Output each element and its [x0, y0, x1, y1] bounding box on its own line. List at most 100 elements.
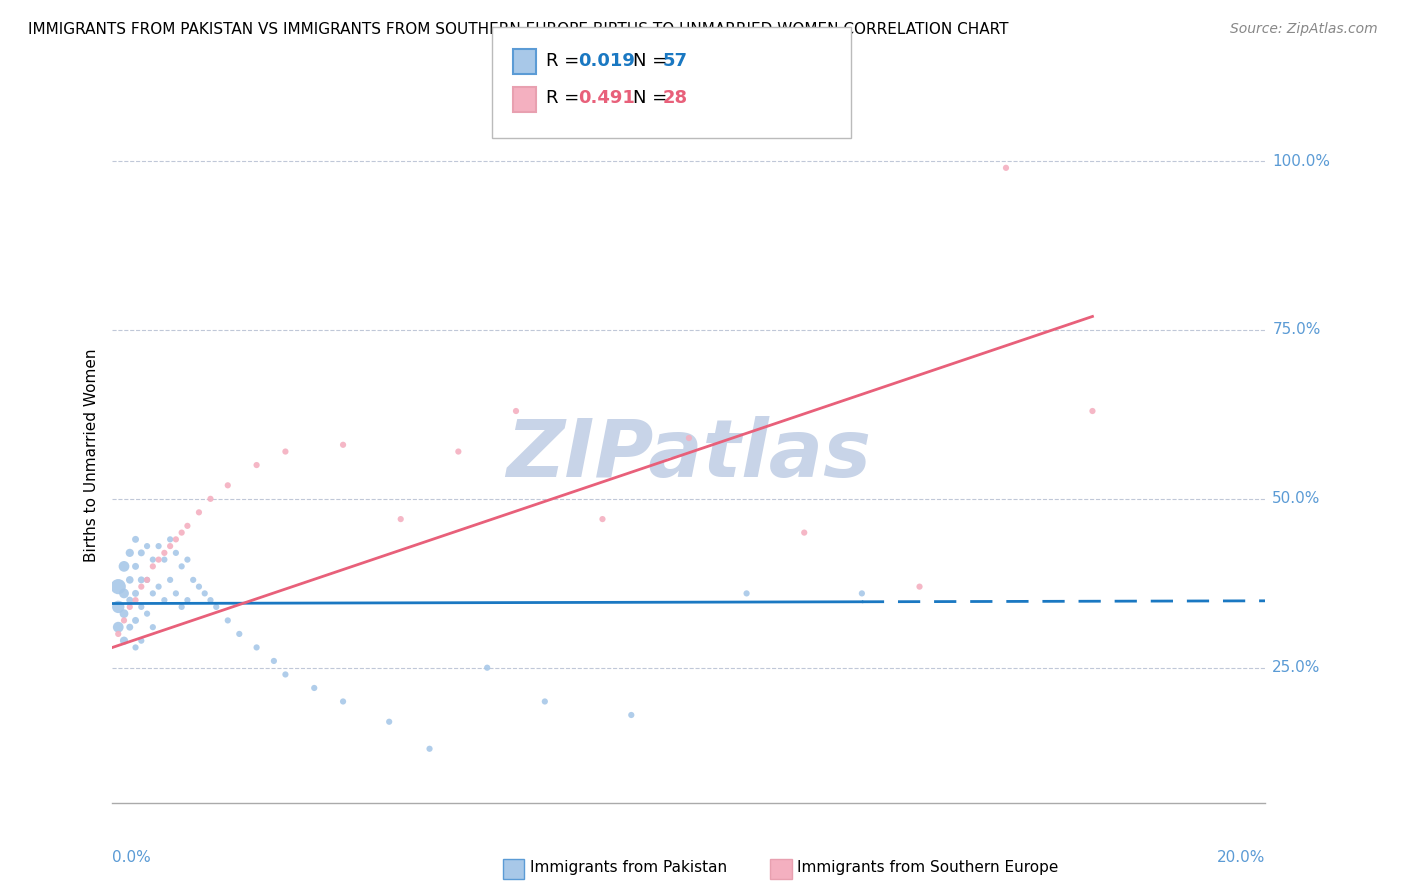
Point	[153, 552, 176, 566]
Point	[217, 478, 239, 492]
Text: Immigrants from Southern Europe: Immigrants from Southern Europe	[797, 860, 1059, 874]
Point	[246, 458, 269, 472]
Point	[136, 607, 159, 621]
Text: N =: N =	[633, 52, 672, 70]
Text: 75.0%: 75.0%	[1272, 322, 1320, 337]
Text: Immigrants from Pakistan: Immigrants from Pakistan	[530, 860, 727, 874]
Point	[176, 552, 198, 566]
Text: 20.0%: 20.0%	[1218, 850, 1265, 865]
Point	[176, 519, 198, 533]
Point	[107, 599, 129, 614]
Point	[378, 714, 401, 729]
Point	[332, 438, 354, 452]
Point	[118, 546, 141, 560]
Text: 0.019: 0.019	[578, 52, 634, 70]
Point	[447, 444, 470, 458]
Point	[118, 620, 141, 634]
Point	[620, 708, 643, 723]
Point	[165, 586, 187, 600]
Point	[678, 431, 700, 445]
Point	[124, 614, 146, 628]
Point	[188, 505, 211, 519]
Point	[205, 599, 228, 614]
Point	[142, 620, 165, 634]
Point	[148, 539, 170, 553]
Point	[124, 586, 146, 600]
Point	[1081, 404, 1104, 418]
Point	[735, 586, 758, 600]
Point	[332, 694, 354, 708]
Point	[118, 573, 141, 587]
Text: N =: N =	[633, 89, 672, 107]
Text: 0.0%: 0.0%	[112, 850, 152, 865]
Point	[176, 593, 198, 607]
Text: 0.491: 0.491	[578, 89, 634, 107]
Point	[124, 559, 146, 574]
Text: 50.0%: 50.0%	[1272, 491, 1320, 507]
Point	[389, 512, 412, 526]
Point	[136, 573, 159, 587]
Point	[194, 586, 217, 600]
Point	[112, 586, 135, 600]
Point	[129, 580, 153, 594]
Point	[112, 614, 135, 628]
Text: IMMIGRANTS FROM PAKISTAN VS IMMIGRANTS FROM SOUTHERN EUROPE BIRTHS TO UNMARRIED : IMMIGRANTS FROM PAKISTAN VS IMMIGRANTS F…	[28, 22, 1008, 37]
Point	[107, 627, 129, 641]
Point	[107, 620, 129, 634]
Point	[592, 512, 614, 526]
Point	[124, 593, 146, 607]
Point	[995, 161, 1018, 175]
Point	[188, 580, 211, 594]
Point	[505, 404, 527, 418]
Point	[419, 741, 441, 756]
Y-axis label: Births to Unmarried Women: Births to Unmarried Women	[83, 348, 98, 562]
Point	[142, 559, 165, 574]
Point	[129, 599, 153, 614]
Text: Source: ZipAtlas.com: Source: ZipAtlas.com	[1230, 22, 1378, 37]
Point	[304, 681, 326, 695]
Point	[118, 593, 141, 607]
Point	[170, 559, 193, 574]
Point	[159, 573, 181, 587]
Point	[475, 661, 499, 675]
Point	[148, 580, 170, 594]
Point	[124, 640, 146, 655]
Text: R =: R =	[546, 89, 585, 107]
Point	[263, 654, 285, 668]
Point	[274, 444, 297, 458]
Point	[534, 694, 557, 708]
Point	[153, 593, 176, 607]
Point	[200, 491, 222, 506]
Point	[200, 593, 222, 607]
Point	[142, 586, 165, 600]
Point	[217, 614, 239, 628]
Text: ZIPatlas: ZIPatlas	[506, 416, 872, 494]
Point	[170, 599, 193, 614]
Point	[112, 633, 135, 648]
Point	[129, 546, 153, 560]
Point	[908, 580, 931, 594]
Point	[159, 539, 181, 553]
Point	[170, 525, 193, 540]
Point	[142, 552, 165, 566]
Point	[793, 525, 815, 540]
Point	[148, 552, 170, 566]
Point	[136, 573, 159, 587]
Point	[165, 546, 187, 560]
Point	[107, 580, 129, 594]
Point	[228, 627, 250, 641]
Point	[246, 640, 269, 655]
Point	[153, 546, 176, 560]
Point	[118, 599, 141, 614]
Text: 25.0%: 25.0%	[1272, 660, 1320, 675]
Point	[851, 586, 873, 600]
Text: 28: 28	[662, 89, 688, 107]
Point	[159, 533, 181, 547]
Point	[124, 533, 146, 547]
Point	[274, 667, 297, 681]
Point	[181, 573, 204, 587]
Text: 57: 57	[662, 52, 688, 70]
Text: R =: R =	[546, 52, 585, 70]
Point	[129, 633, 153, 648]
Point	[165, 533, 187, 547]
